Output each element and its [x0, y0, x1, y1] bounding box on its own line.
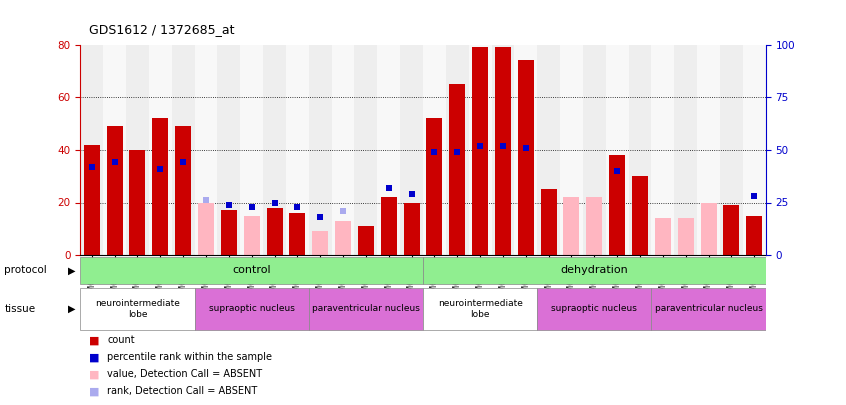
Text: neurointermediate
lobe: neurointermediate lobe — [95, 299, 180, 318]
Text: protocol: protocol — [4, 265, 47, 275]
Bar — [586, 197, 602, 255]
Bar — [651, 288, 766, 330]
Text: value, Detection Call = ABSENT: value, Detection Call = ABSENT — [107, 369, 262, 379]
Bar — [152, 118, 168, 255]
Bar — [263, 45, 286, 255]
Bar — [746, 215, 762, 255]
Text: ▶: ▶ — [68, 304, 75, 314]
Bar — [172, 45, 195, 255]
Bar — [240, 45, 263, 255]
Text: ■: ■ — [89, 335, 99, 345]
Text: paraventricular nucleus: paraventricular nucleus — [312, 304, 420, 313]
Bar — [537, 45, 560, 255]
Bar — [80, 45, 103, 255]
Bar — [175, 126, 191, 255]
Bar — [743, 45, 766, 255]
Bar — [423, 45, 446, 255]
Text: ■: ■ — [89, 352, 99, 362]
Text: supraoptic nucleus: supraoptic nucleus — [552, 304, 637, 313]
Bar — [332, 45, 354, 255]
Bar — [84, 145, 100, 255]
Text: GDS1612 / 1372685_at: GDS1612 / 1372685_at — [89, 23, 234, 36]
Bar — [266, 208, 283, 255]
Bar — [358, 226, 374, 255]
Bar — [381, 197, 397, 255]
Text: control: control — [233, 265, 271, 275]
Bar — [149, 45, 172, 255]
Bar — [423, 257, 766, 284]
Bar — [629, 45, 651, 255]
Text: rank, Detection Call = ABSENT: rank, Detection Call = ABSENT — [107, 386, 258, 396]
Bar — [80, 288, 195, 330]
Bar — [354, 45, 377, 255]
Bar — [541, 190, 557, 255]
Bar — [583, 45, 606, 255]
Text: tissue: tissue — [4, 304, 36, 314]
Bar — [632, 176, 648, 255]
Bar — [312, 232, 328, 255]
Bar — [289, 213, 305, 255]
Bar — [129, 150, 146, 255]
Bar — [609, 155, 625, 255]
Bar — [560, 45, 583, 255]
Text: ▶: ▶ — [68, 265, 75, 275]
Bar — [651, 45, 674, 255]
Text: paraventricular nucleus: paraventricular nucleus — [655, 304, 762, 313]
Bar — [103, 45, 126, 255]
Bar — [449, 84, 465, 255]
Bar — [720, 45, 743, 255]
Bar — [697, 45, 720, 255]
Bar — [195, 45, 217, 255]
Bar — [469, 45, 492, 255]
Text: ■: ■ — [89, 369, 99, 379]
Text: neurointermediate
lobe: neurointermediate lobe — [437, 299, 523, 318]
Bar — [446, 45, 469, 255]
Bar — [244, 215, 260, 255]
Bar — [674, 45, 697, 255]
Bar — [537, 288, 651, 330]
Text: ■: ■ — [89, 386, 99, 396]
Text: count: count — [107, 335, 135, 345]
Bar — [492, 45, 514, 255]
Bar — [198, 202, 214, 255]
Bar — [423, 288, 537, 330]
Bar — [606, 45, 629, 255]
Bar — [309, 45, 332, 255]
Bar — [107, 126, 123, 255]
Bar — [126, 45, 149, 255]
Text: supraoptic nucleus: supraoptic nucleus — [209, 304, 294, 313]
Bar — [80, 257, 423, 284]
Bar — [377, 45, 400, 255]
Bar — [678, 218, 694, 255]
Bar — [400, 45, 423, 255]
Bar — [309, 288, 423, 330]
Bar — [700, 202, 717, 255]
Bar — [472, 47, 488, 255]
Bar — [335, 221, 351, 255]
Bar — [217, 45, 240, 255]
Bar — [221, 211, 237, 255]
Bar — [286, 45, 309, 255]
Bar — [723, 205, 739, 255]
Bar — [195, 288, 309, 330]
Bar — [404, 202, 420, 255]
Bar — [514, 45, 537, 255]
Bar — [655, 218, 671, 255]
Bar — [495, 47, 511, 255]
Bar — [563, 197, 580, 255]
Text: percentile rank within the sample: percentile rank within the sample — [107, 352, 272, 362]
Text: dehydration: dehydration — [560, 265, 629, 275]
Bar — [426, 118, 442, 255]
Bar — [518, 60, 534, 255]
